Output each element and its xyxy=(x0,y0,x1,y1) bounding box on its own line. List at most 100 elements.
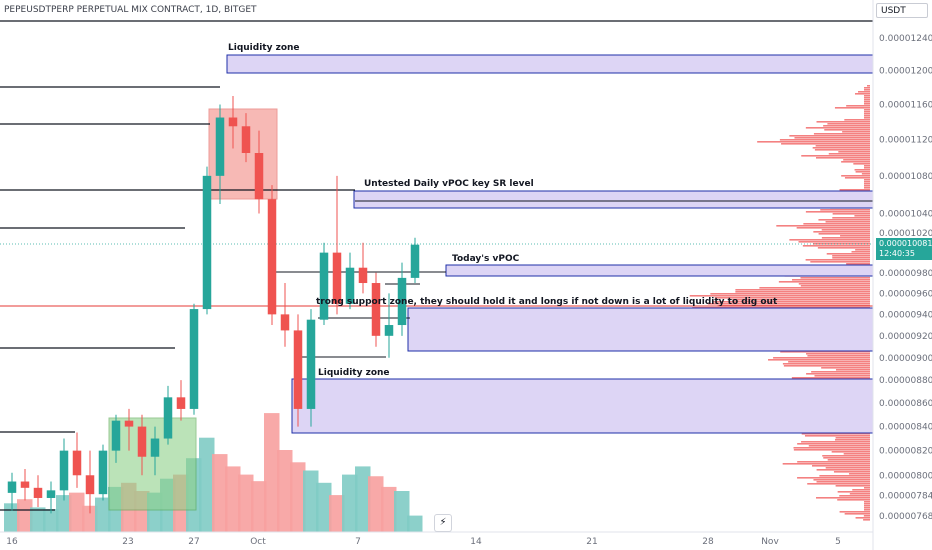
volume-profile-bar xyxy=(825,221,870,223)
volume-profile-bar xyxy=(846,105,870,107)
volume-bar xyxy=(277,450,293,532)
volume-profile-bar xyxy=(807,355,870,357)
annotation-label: Liquidity zone xyxy=(318,368,390,378)
x-tick-label: 21 xyxy=(586,537,597,547)
volume-bar xyxy=(381,486,397,532)
currency-selector[interactable]: USDT xyxy=(876,3,928,18)
volume-bar xyxy=(368,476,384,532)
volume-profile-bar xyxy=(783,365,870,367)
volume-profile-bar xyxy=(811,465,870,467)
volume-profile-bar xyxy=(818,233,870,235)
candle-body xyxy=(410,244,420,278)
volume-bar xyxy=(69,492,85,532)
volume-profile-bar xyxy=(814,375,870,377)
y-tick-label: 0.0000104000 xyxy=(879,209,932,219)
volume-profile-bar xyxy=(757,141,870,143)
volume-profile-bar xyxy=(816,481,870,483)
volume-profile-bar xyxy=(808,445,870,447)
time-axis: 16 23 27 Oct 7 14 21 28 Nov 5 xyxy=(6,537,841,547)
volume-profile-bar xyxy=(863,515,870,517)
annotation-label: Untested Daily vPOC key SR level xyxy=(364,179,534,189)
volume-profile-bar xyxy=(834,439,870,441)
x-tick-label: 23 xyxy=(122,537,133,547)
volume-profile-bar xyxy=(782,363,870,365)
volume-profile-bar xyxy=(714,297,870,299)
todays-vpoc-zone xyxy=(445,264,874,277)
volume-profile-bar xyxy=(852,489,870,491)
candle-body xyxy=(397,277,407,326)
volume-profile-bar xyxy=(832,257,870,259)
volume-profile-bar xyxy=(735,291,870,293)
volume-profile-bar xyxy=(846,263,870,265)
volume-bar xyxy=(212,454,228,532)
volume-profile-bar xyxy=(840,235,870,237)
volume-bar xyxy=(199,437,215,532)
volume-profile-bar xyxy=(805,259,870,261)
y-tick-label: 0.0000090000 xyxy=(879,354,932,364)
volume-profile-bar xyxy=(815,145,870,147)
y-tick-label: 0.0000112000 xyxy=(879,136,932,146)
candle-body xyxy=(85,475,95,495)
volume-bar xyxy=(264,413,280,532)
volume-bar xyxy=(316,482,332,532)
volume-profile-bar xyxy=(864,87,870,89)
volume-profile-bar xyxy=(827,123,870,125)
volume-profile-bar xyxy=(792,279,870,281)
volume-profile-bar xyxy=(851,251,870,253)
y-tick-label: 0.0000096000 xyxy=(879,289,932,299)
volume-profile-bar xyxy=(801,155,870,157)
volume-profile-bar xyxy=(864,487,870,489)
volume-profile-bar xyxy=(819,475,870,477)
volume-bar xyxy=(17,499,33,532)
volume-profile-bar xyxy=(864,181,870,183)
volume-bar xyxy=(225,466,241,532)
volume-profile-bar xyxy=(837,491,870,493)
last-price-tag: 0.0000100816 12:40:35 xyxy=(876,238,932,260)
volume-profile-bar xyxy=(843,453,870,455)
volume-profile-bar xyxy=(864,509,870,511)
y-tick-label: 0.0000124000 xyxy=(879,34,932,44)
candle-body xyxy=(280,314,290,331)
annotation-label: Today's vPOC xyxy=(452,254,520,264)
volume-profile-bar xyxy=(810,261,870,263)
volume-profile-bar xyxy=(818,219,870,221)
lightning-icon[interactable]: ⚡ xyxy=(434,514,452,532)
volume-profile-bar xyxy=(864,167,870,169)
volume-profile-bar xyxy=(827,459,870,461)
volume-profile-bar xyxy=(797,443,870,445)
volume-profile-bar xyxy=(835,437,870,439)
zones xyxy=(108,54,874,511)
volume-profile-bar xyxy=(864,111,870,113)
volume-profile-bar xyxy=(832,255,870,257)
volume-profile-bar xyxy=(864,503,870,505)
volume-profile-bar xyxy=(821,237,870,239)
volume-profile-bar xyxy=(844,513,870,515)
x-tick-label: 27 xyxy=(188,537,199,547)
y-tick-label: 0.0000088000 xyxy=(879,376,932,386)
volume-bar xyxy=(30,507,46,532)
y-tick-label: 0.0000092000 xyxy=(879,332,932,342)
volume-bar xyxy=(95,497,111,532)
volume-profile-bar xyxy=(849,473,870,475)
candles xyxy=(7,95,420,514)
candle-body xyxy=(163,397,173,439)
candle-body xyxy=(46,490,56,498)
volume-profile-bar xyxy=(813,231,870,233)
volume-profile-bar xyxy=(841,161,870,163)
candle-body xyxy=(33,487,43,498)
volume-profile-bar xyxy=(839,189,870,191)
volume-bar xyxy=(56,495,72,532)
volume-profile-bar xyxy=(815,157,870,159)
volume-profile-bar xyxy=(776,225,870,227)
candle-body xyxy=(332,252,342,304)
volume-profile-bar xyxy=(778,281,870,283)
volume-profile-bar xyxy=(835,485,870,487)
volume-profile-bar xyxy=(864,95,870,97)
candle-body xyxy=(345,267,355,304)
volume-profile-bar xyxy=(806,353,870,355)
volume-profile-bar xyxy=(855,93,870,95)
y-tick-label: 0.0000116000 xyxy=(879,101,932,111)
volume-profile-bar xyxy=(768,359,870,361)
volume-profile-bar xyxy=(864,115,870,117)
